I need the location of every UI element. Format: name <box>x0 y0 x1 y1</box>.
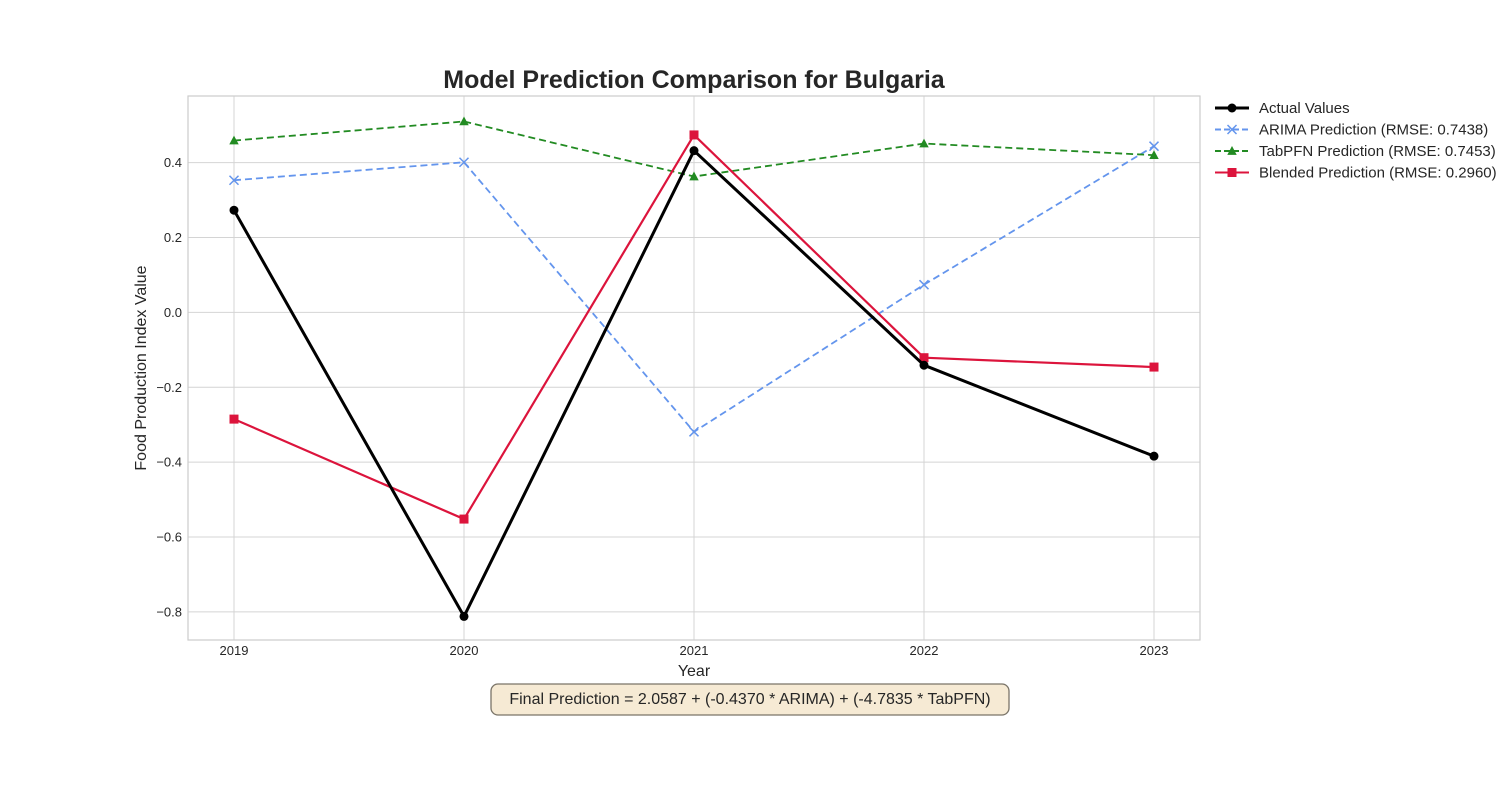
data-point <box>1149 150 1159 159</box>
data-point <box>689 171 699 181</box>
data-point <box>689 146 699 156</box>
data-point <box>459 514 469 524</box>
x-tick-label: 2022 <box>910 643 939 658</box>
tick-labels: 2019 2020 2021 2022 2023 0.4 0.2 0.0 −0.2 −0.4 −0.… <box>156 155 1168 658</box>
data-point <box>1148 141 1160 152</box>
legend-label: TabPFN Prediction (RMSE: 0.7453) <box>1259 143 1496 160</box>
series-3 <box>229 130 1159 524</box>
x-tick-label: 2023 <box>1140 643 1169 658</box>
data-point <box>229 414 239 424</box>
y-tick-label: 0.2 <box>164 230 182 245</box>
y-tick-label: −0.4 <box>156 455 182 470</box>
data-point <box>459 116 469 126</box>
series-0 <box>229 146 1159 621</box>
data-point <box>919 360 929 370</box>
legend-item: ARIMA Prediction (RMSE: 0.7438) <box>1215 122 1488 139</box>
legend-item: Blended Prediction (RMSE: 0.2960) <box>1215 165 1497 182</box>
series-2 <box>229 116 1159 181</box>
data-point <box>228 175 240 186</box>
x-tick-label: 2021 <box>680 643 709 658</box>
legend-label: Blended Prediction (RMSE: 0.2960) <box>1259 165 1497 182</box>
data-point <box>1149 362 1159 372</box>
data-point <box>1226 124 1238 135</box>
data-point <box>919 353 929 363</box>
data-point <box>1227 146 1237 155</box>
data-point <box>918 279 930 290</box>
x-tick-label: 2020 <box>450 643 479 658</box>
y-axis-label: Food Production Index Value <box>133 265 150 470</box>
y-tick-label: −0.8 <box>156 604 182 619</box>
formula-box: Final Prediction = 2.0587 + (-0.4370 * A… <box>490 683 1010 716</box>
data-point <box>458 157 470 168</box>
y-tick-label: 0.0 <box>164 305 182 320</box>
data-point <box>1149 451 1159 461</box>
legend: Actual Values ARIMA Prediction (RMSE: 0.7… <box>1215 100 1497 182</box>
data-point <box>229 205 239 215</box>
data-point <box>1227 103 1237 113</box>
series-layer <box>228 116 1160 621</box>
data-point <box>919 138 929 148</box>
data-point <box>459 611 469 621</box>
plot-area <box>187 95 1201 641</box>
legend-label: ARIMA Prediction (RMSE: 0.7438) <box>1259 122 1488 139</box>
y-tick-label: −0.2 <box>156 380 182 395</box>
y-tick-label: −0.6 <box>156 530 182 545</box>
legend-item: Actual Values <box>1215 100 1350 117</box>
data-point <box>688 426 700 437</box>
x-tick-label: 2019 <box>220 643 249 658</box>
legend-label: Actual Values <box>1259 100 1350 117</box>
legend-item: TabPFN Prediction (RMSE: 0.7453) <box>1215 143 1496 160</box>
data-point <box>1227 168 1237 177</box>
formula-text: Final Prediction = 2.0587 + (-0.4370 * A… <box>509 691 990 708</box>
series-1 <box>228 141 1160 437</box>
chart-title: Model Prediction Comparison for Bulgaria <box>443 66 946 94</box>
y-tick-label: 0.4 <box>164 155 182 170</box>
data-point <box>689 130 699 140</box>
data-point <box>229 135 239 145</box>
x-axis-label: Year <box>678 663 711 680</box>
